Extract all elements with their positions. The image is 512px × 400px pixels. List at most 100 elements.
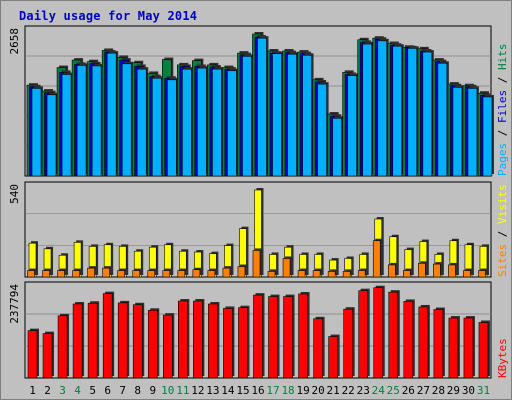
bar-bottom-kbytes-day14	[223, 308, 233, 379]
legend-label-part: Visits	[496, 184, 509, 224]
bar-middle-sites-day23	[357, 270, 366, 278]
bar-middle-sites-day10	[162, 270, 171, 278]
legend-label-part: Hits	[496, 44, 509, 71]
bar-bottom-kbytes-day20	[313, 318, 323, 379]
bar-bottom-kbytes-day1	[27, 330, 38, 379]
bar-top-pages-day12	[197, 67, 207, 177]
bar-bottom-kbytes-day10	[162, 314, 173, 379]
bar-middle-sites-day7	[117, 270, 125, 278]
bar-top-pages-day6	[106, 52, 117, 177]
bar-bottom-kbytes-day26	[403, 301, 414, 379]
x-tick-label-day-10: 10	[161, 384, 174, 397]
bar-bottom-kbytes-day25	[388, 291, 399, 379]
bar-bottom-kbytes-day21	[328, 336, 338, 379]
x-tick-label-day-19: 19	[296, 384, 309, 397]
bar-bottom-kbytes-day8	[132, 304, 143, 379]
bar-top-pages-day28	[437, 62, 448, 177]
bar-top-pages-day21	[332, 118, 342, 177]
bar-middle-sites-day22	[342, 271, 351, 278]
bar-middle-sites-day18	[282, 258, 291, 278]
x-tick-label-day-2: 2	[44, 384, 51, 397]
legend-label-part: /	[496, 123, 509, 143]
bar-top-pages-day16	[257, 37, 267, 177]
bar-bottom-kbytes-day12	[193, 300, 203, 379]
bar-bottom-kbytes-day6	[102, 293, 113, 379]
x-tick-label-day-8: 8	[134, 384, 141, 397]
bar-middle-sites-day29	[448, 264, 456, 278]
bar-top-pages-day29	[452, 87, 463, 177]
x-tick-label-day-24: 24	[372, 384, 386, 397]
bar-bottom-kbytes-day16	[253, 294, 263, 379]
x-tick-label-day-18: 18	[281, 384, 294, 397]
x-tick-label-day-21: 21	[327, 384, 340, 397]
bar-bottom-kbytes-day23	[358, 290, 369, 379]
bar-top-pages-day27	[422, 51, 433, 177]
bar-middle-sites-day31	[478, 270, 486, 278]
x-tick-label-day-25: 25	[387, 384, 400, 397]
bar-bottom-kbytes-day24	[373, 287, 384, 379]
bar-top-pages-day14	[227, 70, 237, 177]
panel-bottom-ymax-label: 237794	[8, 284, 21, 324]
bar-middle-sites-day15	[237, 266, 246, 278]
x-tick-label-day-27: 27	[417, 384, 430, 397]
chart-title: Daily usage for May 2014	[19, 9, 198, 23]
legend-label-part: Pages	[496, 143, 509, 176]
bar-middle-sites-day2	[42, 270, 50, 278]
bar-middle-sites-day30	[463, 270, 471, 278]
bar-middle-sites-day6	[102, 267, 110, 278]
bar-middle-sites-day3	[57, 270, 65, 278]
bar-top-pages-day24	[377, 40, 388, 177]
bar-top-pages-day9	[151, 77, 162, 177]
bar-top-pages-day2	[46, 94, 57, 177]
bar-bottom-kbytes-day11	[178, 300, 188, 379]
bar-bottom-kbytes-day19	[298, 293, 308, 379]
bar-middle-sites-day25	[387, 264, 396, 278]
x-tick-label-day-12: 12	[191, 384, 204, 397]
panel-bottom-legend: KBytes	[496, 338, 509, 378]
panel-top-ymax-label: 2658	[8, 28, 21, 55]
bar-top-pages-day31	[482, 96, 493, 177]
x-tick-label-day-23: 23	[357, 384, 370, 397]
x-tick-label-day-11: 11	[176, 384, 189, 397]
x-tick-label-day-30: 30	[462, 384, 475, 397]
bar-bottom-kbytes-day30	[463, 317, 474, 379]
x-tick-label-day-17: 17	[266, 384, 279, 397]
x-tick-label-day-9: 9	[149, 384, 156, 397]
bar-top-pages-day5	[91, 65, 102, 177]
x-tick-label-day-4: 4	[74, 384, 81, 397]
x-tick-label-day-22: 22	[342, 384, 355, 397]
bar-middle-sites-day20	[312, 270, 321, 278]
bar-top-pages-day26	[407, 48, 418, 177]
bar-middle-sites-day28	[433, 263, 441, 278]
bar-bottom-kbytes-day17	[268, 296, 278, 379]
bar-middle-sites-day5	[87, 267, 95, 278]
panel-middle-ymax-label: 540	[8, 184, 21, 204]
bar-middle-sites-day8	[132, 270, 141, 278]
bar-middle-sites-day26	[403, 270, 411, 278]
bar-bottom-kbytes-day28	[433, 309, 444, 379]
bar-top-pages-day20	[317, 83, 327, 177]
x-tick-label-day-15: 15	[236, 384, 249, 397]
x-tick-label-day-13: 13	[206, 384, 219, 397]
bar-bottom-kbytes-day27	[418, 306, 429, 379]
legend-label-part: /	[496, 70, 509, 90]
bar-middle-sites-day11	[177, 270, 186, 278]
bar-top-pages-day10	[166, 79, 177, 177]
x-tick-label-day-29: 29	[447, 384, 460, 397]
x-tick-label-day-1: 1	[29, 384, 36, 397]
x-tick-label-day-7: 7	[119, 384, 126, 397]
bar-middle-sites-day21	[327, 271, 336, 278]
bar-middle-sites-day12	[192, 269, 201, 278]
legend-label-part: Sites	[496, 244, 509, 277]
legend-label-part: Files	[496, 90, 509, 123]
bar-top-pages-day11	[182, 68, 192, 177]
x-tick-label-day-5: 5	[89, 384, 96, 397]
x-tick-label-day-6: 6	[104, 384, 111, 397]
x-tick-label-day-14: 14	[221, 384, 235, 397]
bar-middle-sites-day27	[418, 263, 426, 278]
bar-bottom-kbytes-day5	[87, 302, 98, 379]
x-tick-label-day-28: 28	[432, 384, 445, 397]
bar-bottom-kbytes-day13	[208, 303, 218, 379]
